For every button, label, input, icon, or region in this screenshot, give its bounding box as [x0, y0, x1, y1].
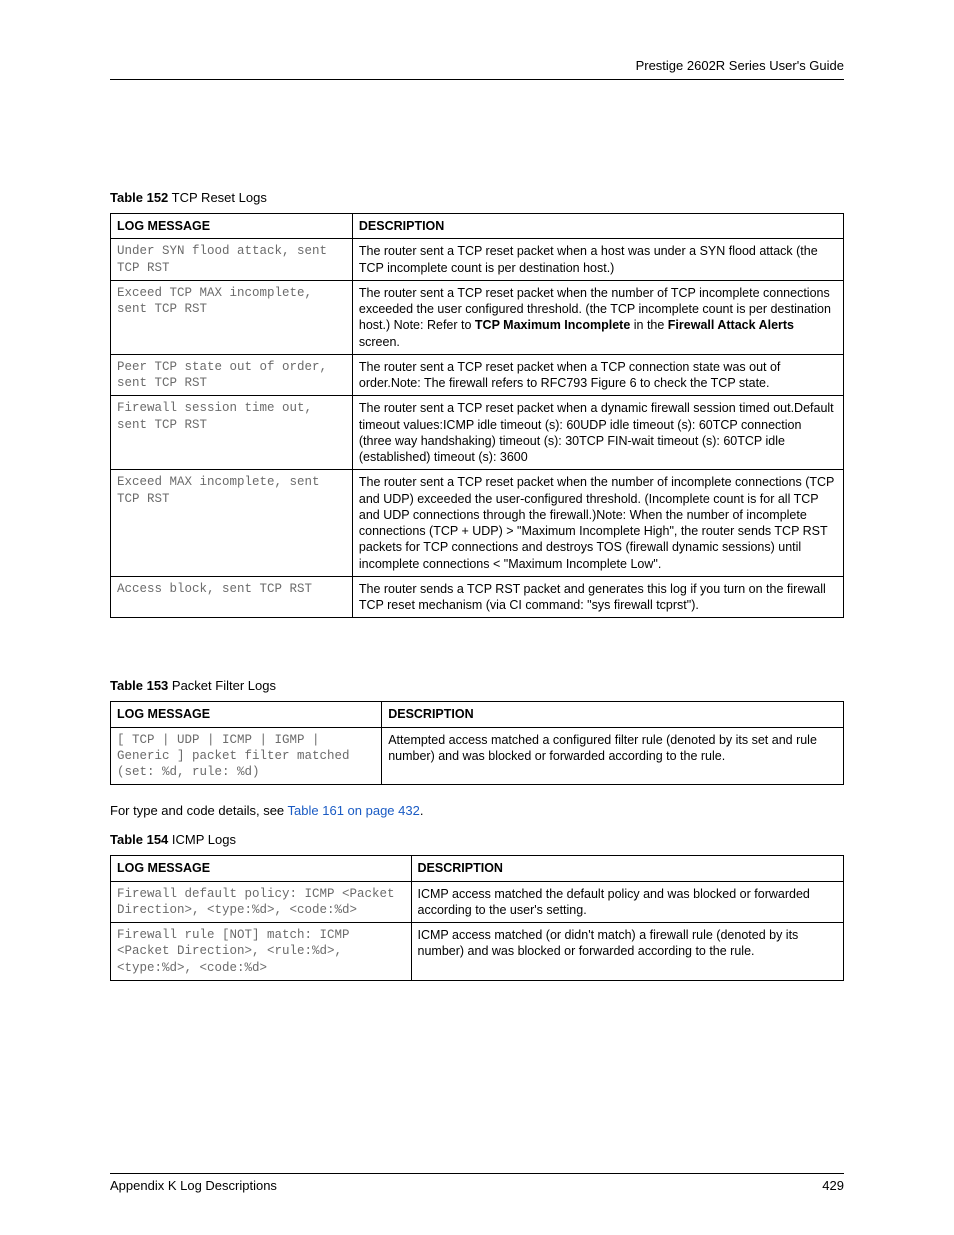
description-cell: The router sent a TCP reset packet when …: [352, 239, 843, 281]
table153: LOG MESSAGE DESCRIPTION [ TCP | UDP | IC…: [110, 701, 844, 785]
table152-caption-title: TCP Reset Logs: [168, 190, 267, 205]
description-cell: The router sent a TCP reset packet when …: [352, 280, 843, 354]
table-row: Exceed TCP MAX incomplete, sent TCP RSTT…: [111, 280, 844, 354]
description-cell: The router sent a TCP reset packet when …: [352, 396, 843, 470]
table152-caption-number: Table 152: [110, 190, 168, 205]
crossref-post: .: [420, 803, 424, 818]
table154-caption-title: ICMP Logs: [168, 832, 236, 847]
table154-caption-number: Table 154: [110, 832, 168, 847]
table152-header-msg: LOG MESSAGE: [111, 214, 353, 239]
table-row: Access block, sent TCP RSTThe router sen…: [111, 576, 844, 618]
table-row: Exceed MAX incomplete, sent TCP RSTThe r…: [111, 470, 844, 577]
table153-caption: Table 153 Packet Filter Logs: [110, 678, 844, 693]
description-cell: ICMP access matched (or didn't match) a …: [411, 923, 843, 981]
log-message-cell: Exceed MAX incomplete, sent TCP RST: [111, 470, 353, 577]
log-message-cell: Peer TCP state out of order, sent TCP RS…: [111, 354, 353, 396]
log-message-cell: Firewall session time out, sent TCP RST: [111, 396, 353, 470]
table-row: Under SYN flood attack, sent TCP RSTThe …: [111, 239, 844, 281]
table153-header-msg: LOG MESSAGE: [111, 702, 382, 727]
table154-caption: Table 154 ICMP Logs: [110, 832, 844, 847]
log-message-cell: Firewall rule [NOT] match: ICMP <Packet …: [111, 923, 412, 981]
desc-text: in the: [630, 318, 668, 332]
table152-header-desc: DESCRIPTION: [352, 214, 843, 239]
footer-appendix: Appendix K Log Descriptions: [110, 1178, 277, 1193]
description-cell: The router sent a TCP reset packet when …: [352, 470, 843, 577]
table-row: Peer TCP state out of order, sent TCP RS…: [111, 354, 844, 396]
description-cell: ICMP access matched the default policy a…: [411, 881, 843, 923]
table154: LOG MESSAGE DESCRIPTION Firewall default…: [110, 855, 844, 981]
table152-caption: Table 152 TCP Reset Logs: [110, 190, 844, 205]
table-row: Firewall default policy: ICMP <Packet Di…: [111, 881, 844, 923]
table-row: Firewall rule [NOT] match: ICMP <Packet …: [111, 923, 844, 981]
desc-bold-text: TCP Maximum Incomplete: [475, 318, 630, 332]
cross-reference-para: For type and code details, see Table 161…: [110, 803, 844, 818]
header-guide-title: Prestige 2602R Series User's Guide: [110, 58, 844, 80]
table153-caption-number: Table 153: [110, 678, 168, 693]
log-message-cell: Firewall default policy: ICMP <Packet Di…: [111, 881, 412, 923]
description-cell: The router sends a TCP RST packet and ge…: [352, 576, 843, 618]
log-message-cell: [ TCP | UDP | ICMP | IGMP | Generic ] pa…: [111, 727, 382, 785]
footer-page-number: 429: [822, 1178, 844, 1193]
description-cell: Attempted access matched a configured fi…: [382, 727, 844, 785]
log-message-cell: Exceed TCP MAX incomplete, sent TCP RST: [111, 280, 353, 354]
page-footer: Appendix K Log Descriptions 429: [110, 1173, 844, 1193]
table154-header-msg: LOG MESSAGE: [111, 856, 412, 881]
table152: LOG MESSAGE DESCRIPTION Under SYN flood …: [110, 213, 844, 618]
log-message-cell: Access block, sent TCP RST: [111, 576, 353, 618]
table153-header-desc: DESCRIPTION: [382, 702, 844, 727]
crossref-pre: For type and code details, see: [110, 803, 288, 818]
table-row: Firewall session time out, sent TCP RSTT…: [111, 396, 844, 470]
description-cell: The router sent a TCP reset packet when …: [352, 354, 843, 396]
main-content: Table 152 TCP Reset Logs LOG MESSAGE DES…: [110, 80, 844, 981]
table154-header-desc: DESCRIPTION: [411, 856, 843, 881]
table-row: [ TCP | UDP | ICMP | IGMP | Generic ] pa…: [111, 727, 844, 785]
desc-text: screen.: [359, 335, 400, 349]
crossref-link[interactable]: Table 161 on page 432: [288, 803, 420, 818]
desc-bold-text: Firewall Attack Alerts: [668, 318, 794, 332]
table153-caption-title: Packet Filter Logs: [168, 678, 276, 693]
log-message-cell: Under SYN flood attack, sent TCP RST: [111, 239, 353, 281]
